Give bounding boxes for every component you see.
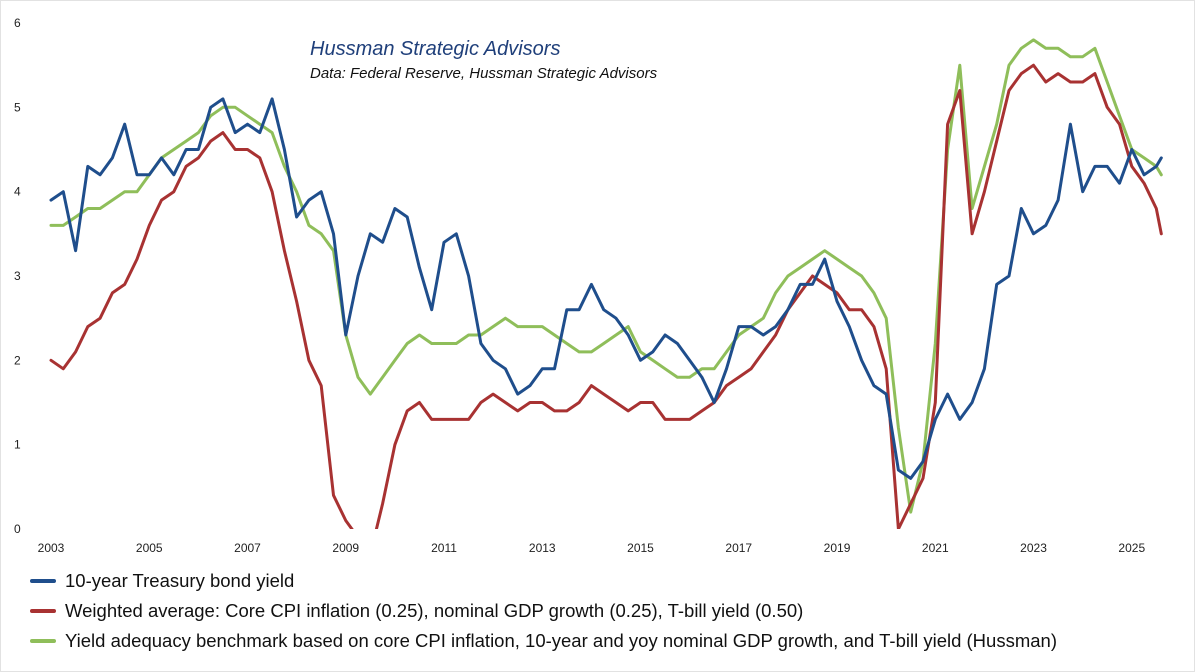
legend-item-benchmark: Yield adequacy benchmark based on core C…: [30, 626, 1057, 656]
x-tick-label: 2019: [824, 541, 851, 555]
legend-item-weighted: Weighted average: Core CPI inflation (0.…: [30, 596, 1057, 626]
x-tick-label: 2005: [136, 541, 163, 555]
series-line-weighted: [49, 63, 1163, 529]
legend-item-treasury: 10-year Treasury bond yield: [30, 566, 1057, 596]
legend-label-treasury: 10-year Treasury bond yield: [65, 570, 295, 591]
y-tick-label: 3: [14, 269, 21, 283]
y-tick-label: 6: [14, 16, 21, 30]
x-tick-label: 2011: [431, 541, 457, 555]
y-tick-label: 4: [14, 185, 21, 199]
x-tick-label: 2025: [1118, 541, 1145, 555]
y-tick-label: 1: [14, 438, 21, 452]
x-tick-label: 2015: [627, 541, 654, 555]
series-lines: [49, 38, 1163, 529]
legend-label-weighted: Weighted average: Core CPI inflation (0.…: [65, 600, 804, 621]
y-tick-label: 0: [14, 522, 21, 536]
x-tick-label: 2021: [922, 541, 949, 555]
x-tick-label: 2017: [725, 541, 752, 555]
x-tick-label: 2007: [234, 541, 261, 555]
legend: 10-year Treasury bond yield Weighted ave…: [30, 566, 1057, 656]
x-axis: 2003 2005 2007 2009 2011 2013 2015 2017 2019 2021…: [38, 541, 1146, 555]
y-axis: 0 1 2 3 4 5 6: [14, 16, 21, 536]
legend-swatch-benchmark: [30, 639, 56, 643]
chart-subtitle: Data: Federal Reserve, Hussman Strategic…: [310, 65, 658, 82]
y-tick-label: 5: [14, 100, 21, 114]
x-tick-label: 2003: [38, 541, 65, 555]
chart-title: Hussman Strategic Advisors: [310, 38, 560, 60]
x-tick-label: 2023: [1020, 541, 1047, 555]
y-tick-label: 2: [14, 353, 21, 367]
x-tick-label: 2013: [529, 541, 556, 555]
legend-label-benchmark: Yield adequacy benchmark based on core C…: [65, 630, 1057, 651]
legend-swatch-treasury: [30, 579, 56, 583]
x-tick-label: 2009: [332, 541, 359, 555]
legend-swatch-weighted: [30, 609, 56, 613]
series-line-treasury: [49, 97, 1163, 480]
series-line-benchmark: [49, 38, 1163, 514]
